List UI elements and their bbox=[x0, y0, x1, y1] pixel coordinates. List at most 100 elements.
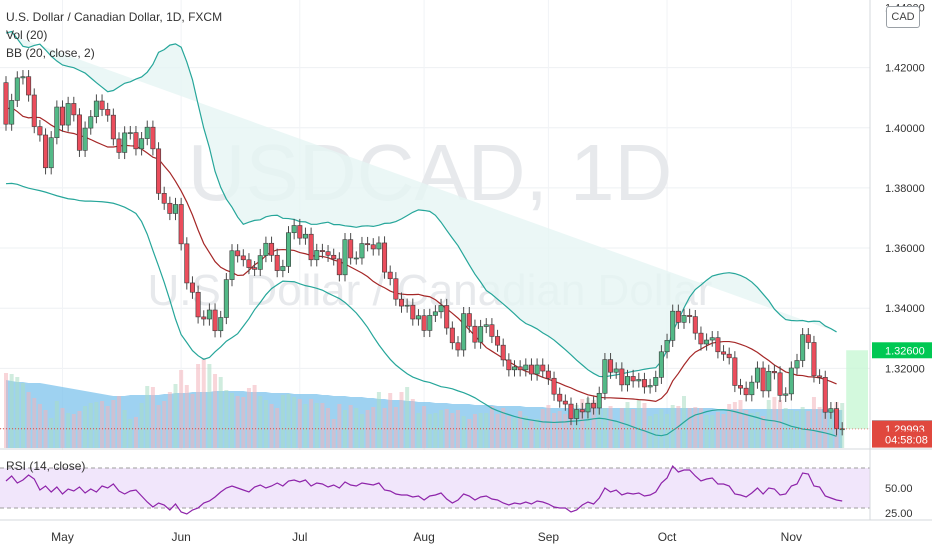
volume-bar bbox=[399, 392, 404, 448]
volume-bar bbox=[258, 396, 263, 448]
chart-legend: U.S. Dollar / Canadian Dollar, 1D, FXCM … bbox=[6, 8, 222, 62]
candle-down bbox=[737, 385, 743, 389]
price-axis-tick-label: 1.40000 bbox=[885, 123, 925, 135]
candle-up bbox=[749, 381, 755, 396]
volume-bar bbox=[433, 413, 438, 448]
candle-up bbox=[800, 334, 806, 361]
candle-down bbox=[579, 409, 585, 413]
candle-up bbox=[223, 279, 229, 318]
volume-bar bbox=[614, 421, 619, 448]
candle-down bbox=[698, 332, 704, 345]
volume-bar bbox=[241, 397, 246, 448]
candle-down bbox=[444, 305, 450, 329]
volume-bar bbox=[4, 373, 8, 448]
candle-down bbox=[715, 337, 721, 353]
candle-up bbox=[766, 371, 772, 392]
candle-down bbox=[393, 278, 399, 300]
chart-title: U.S. Dollar / Canadian Dollar, 1D, FXCM bbox=[6, 10, 223, 24]
candle-down bbox=[834, 408, 840, 430]
candle-down bbox=[387, 271, 393, 280]
volume-bar bbox=[467, 419, 472, 448]
candle-up bbox=[709, 337, 715, 341]
candle-down bbox=[116, 138, 122, 153]
candle-down bbox=[161, 193, 167, 204]
candle-down bbox=[528, 364, 534, 375]
price-axis-tick-label: 1.32000 bbox=[885, 363, 925, 375]
volume-bar bbox=[326, 408, 331, 448]
volume-bar bbox=[20, 383, 25, 448]
volume-bar bbox=[704, 415, 709, 448]
rsi-axis-tick-label: 50.00 bbox=[885, 483, 913, 495]
volume-bar bbox=[823, 404, 828, 448]
time-axis-tick-label: Sep bbox=[538, 530, 560, 544]
volume-bar bbox=[744, 410, 749, 448]
candle-down bbox=[771, 371, 777, 374]
candle-down bbox=[489, 324, 495, 337]
candle-down bbox=[630, 376, 636, 382]
candle-up bbox=[670, 310, 676, 341]
volume-bar bbox=[472, 414, 477, 448]
volume-bar bbox=[574, 405, 579, 448]
volume-bar bbox=[60, 408, 65, 448]
volume-bar bbox=[235, 396, 240, 448]
candle-up bbox=[602, 359, 608, 394]
volume-bar bbox=[710, 415, 715, 448]
volume-bar bbox=[535, 419, 540, 448]
volume-bar bbox=[489, 406, 494, 448]
volume-bar bbox=[484, 413, 489, 448]
rsi-line bbox=[5, 464, 843, 515]
candle-down bbox=[178, 204, 184, 245]
candle-down bbox=[252, 267, 258, 270]
candle-down bbox=[421, 315, 427, 331]
volume-bar bbox=[145, 386, 150, 448]
bollinger-indicator-label: BB (20, close, 2) bbox=[6, 46, 95, 60]
rsi-indicator-label: RSI (14, close) bbox=[6, 459, 86, 473]
candle-down bbox=[619, 368, 625, 386]
volume-bar bbox=[105, 406, 110, 448]
price-axis-tick-label: 1.42000 bbox=[885, 63, 925, 75]
volume-bar bbox=[71, 414, 76, 448]
candle-down bbox=[240, 255, 246, 261]
volume-bar bbox=[196, 364, 201, 448]
volume-bar bbox=[179, 370, 184, 448]
volume-bar bbox=[828, 411, 833, 448]
volume-bar bbox=[133, 417, 138, 448]
candle-down bbox=[506, 359, 512, 371]
candle-up bbox=[624, 376, 630, 386]
currency-badge[interactable]: CAD bbox=[886, 6, 920, 28]
candle-up bbox=[144, 126, 150, 139]
candle-up bbox=[783, 393, 789, 396]
candle-down bbox=[105, 109, 111, 116]
candle-up bbox=[93, 100, 99, 117]
candle-up bbox=[48, 137, 54, 169]
candle-up bbox=[511, 366, 517, 371]
candle-down bbox=[246, 259, 252, 268]
volume-bar bbox=[687, 408, 692, 448]
volume-bar bbox=[32, 398, 37, 448]
volume-bar bbox=[393, 407, 398, 448]
candle-up bbox=[788, 367, 794, 395]
volume-bar bbox=[331, 419, 336, 448]
volume-bar bbox=[201, 358, 206, 448]
volume-bar bbox=[117, 396, 121, 448]
time-axis-tick-label: May bbox=[51, 530, 74, 544]
candle-down bbox=[398, 298, 404, 307]
volume-bar bbox=[478, 413, 483, 448]
candle-up bbox=[206, 309, 212, 320]
candle-up bbox=[257, 255, 263, 270]
candle-up bbox=[263, 242, 269, 256]
price-tag bbox=[872, 342, 932, 359]
candle-down bbox=[472, 325, 478, 343]
candle-down bbox=[721, 351, 727, 355]
candle-up bbox=[585, 402, 591, 413]
volume-bar bbox=[721, 414, 726, 448]
candle-down bbox=[43, 134, 49, 169]
volume-bar bbox=[337, 404, 342, 448]
candle-up bbox=[218, 317, 224, 332]
candle-up bbox=[404, 304, 410, 307]
bollinger-basis-line bbox=[5, 106, 837, 403]
time-axis-tick-label: Nov bbox=[781, 530, 802, 544]
volume-bar bbox=[444, 409, 449, 448]
candle-up bbox=[658, 351, 664, 378]
